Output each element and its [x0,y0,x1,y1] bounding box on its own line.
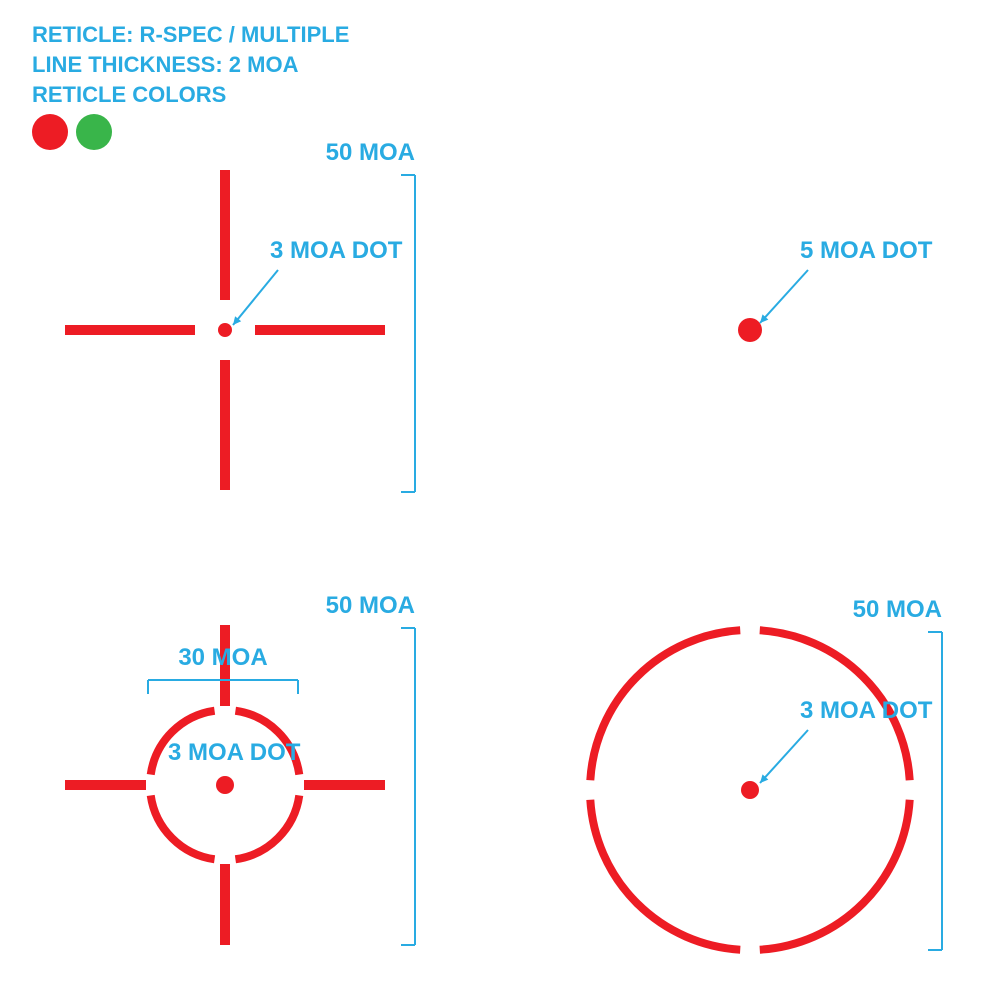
span-label: 50 MOA [326,592,415,619]
reticle-crosshair-dot: 50 MOA 3 MOA DOT [65,139,415,492]
center-dot [216,776,234,794]
reticle-diagram: RETICLE: R-SPEC / MULTIPLE LINE THICKNESS… [0,0,1000,1000]
color-swatch-0 [32,114,68,150]
header-line2: LINE THICKNESS: 2 MOA [32,52,299,77]
header: RETICLE: R-SPEC / MULTIPLE LINE THICKNESS… [32,22,349,150]
dot-label: 3 MOA DOT [168,739,301,766]
center-dot [738,318,762,342]
dot-label: 3 MOA DOT [800,697,933,724]
header-line3: RETICLE COLORS [32,82,226,107]
reticle-crosshair-ring-dot: 50 MOA 30 MOA 3 MOA DOT [65,592,415,945]
dot-label: 3 MOA DOT [270,237,403,264]
dot-label: 5 MOA DOT [800,237,933,264]
reticle-5moa-dot: 5 MOA DOT [738,237,933,342]
diameter-label: 30 MOA [178,644,267,671]
span-label: 50 MOA [853,596,942,623]
span-label: 50 MOA [326,139,415,166]
header-line1: RETICLE: R-SPEC / MULTIPLE [32,22,349,47]
center-dot [218,323,232,337]
center-dot [741,781,759,799]
color-swatch-1 [76,114,112,150]
reticle-ring-dot: 50 MOA 3 MOA DOT [590,596,942,950]
